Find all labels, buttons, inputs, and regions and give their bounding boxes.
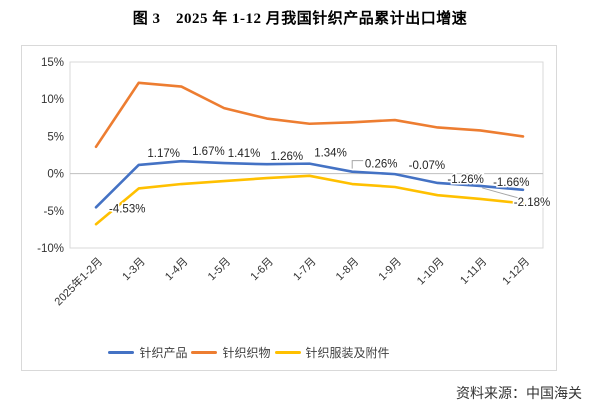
legend-swatch-icon: [108, 351, 135, 354]
series-line-0: [94, 159, 525, 209]
legend-swatch-icon: [274, 351, 301, 354]
series-line-1: [94, 81, 525, 149]
legend-item-1: 针织织物: [191, 344, 271, 361]
x-axis-tick-label: 1-12月: [500, 256, 532, 288]
data-label: 0.26%: [365, 159, 398, 171]
data-label: 1.34%: [314, 148, 347, 160]
x-axis-tick-label: 1-10月: [415, 256, 447, 288]
x-axis-tick-label: 1-7月: [291, 256, 319, 284]
chart-frame: 15% 10% 5% 0% -5% -10% 2025年1-2月 1-3月 1-4月 1-5月 1-…: [21, 45, 557, 371]
data-label: -1.26%: [447, 174, 483, 186]
y-axis-tick-label: 5%: [47, 131, 64, 143]
data-label: -0.07%: [409, 160, 445, 172]
line-chart: 15% 10% 5% 0% -5% -10%2025年1-2月 1-3月 1-4月 1-5月 1-…: [37, 57, 552, 308]
legend-label: 针织织物: [222, 346, 271, 360]
x-axis-tick-label: 1-3月: [120, 256, 148, 284]
data-label: 1.26%: [270, 151, 303, 163]
series-line-2: [94, 174, 525, 226]
x-axis-tick-label: 1-6月: [248, 256, 276, 284]
data-label: 1.67%: [192, 146, 225, 158]
x-axis-tick-label: 1-11月: [458, 256, 489, 287]
x-axis-tick-label: 1-9月: [377, 256, 405, 284]
legend-swatch-icon: [191, 351, 218, 354]
data-label: 1.41%: [228, 148, 261, 160]
y-axis-tick-label: 10%: [41, 94, 64, 106]
legend-label: 针织服装及附件: [305, 346, 390, 360]
x-axis-tick-label: 1-8月: [334, 256, 362, 284]
source-note: 资料来源：中国海关: [456, 387, 582, 402]
x-axis-tick-label: 1-4月: [163, 256, 191, 284]
chart-title: 图 3 2025 年 1-12 月我国针织产品累计出口增速: [132, 11, 468, 27]
legend-item-0: 针织产品: [108, 344, 187, 361]
data-label: -2.18%: [514, 197, 550, 209]
legend-item-2: 针织服装及附件: [274, 344, 390, 361]
label-callout-line: [351, 160, 364, 169]
data-label: 1.17%: [147, 148, 180, 160]
x-axis-tick-label: 1-5月: [206, 256, 234, 284]
chart-legend: 针织产品 针织织物 针织服装及附件: [22, 344, 556, 361]
data-label: -4.53%: [109, 203, 145, 215]
y-axis-tick-label: 15%: [41, 57, 64, 69]
y-axis-tick-label: 0%: [47, 169, 64, 181]
y-axis-tick-label: -10%: [37, 243, 64, 255]
plot-area-border: [69, 61, 544, 249]
y-axis-tick-label: -5%: [44, 206, 64, 218]
data-label: -1.66%: [493, 177, 529, 189]
label-leader-line: [482, 187, 519, 199]
x-axis-tick-label: 2025年1-2月: [51, 254, 105, 308]
legend-label: 针织产品: [139, 346, 188, 360]
